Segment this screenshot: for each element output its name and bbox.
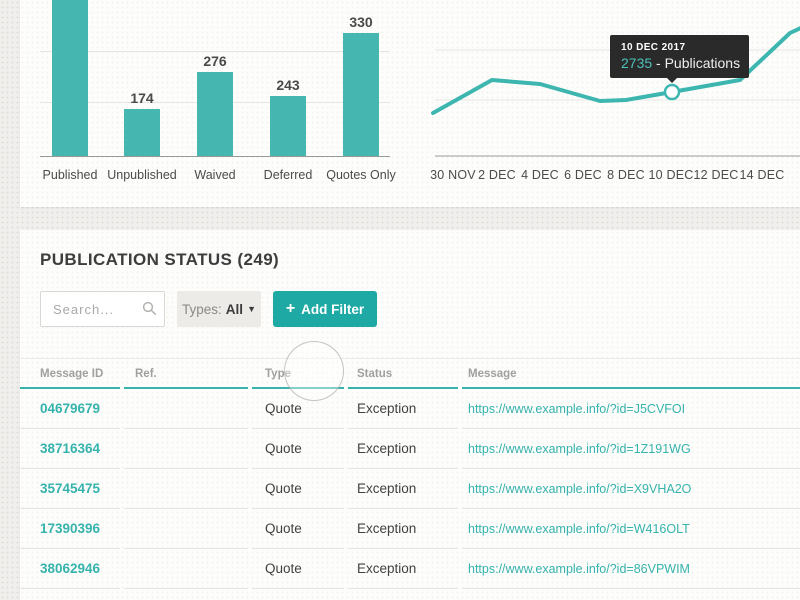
bar-category-label: Unpublished xyxy=(107,168,177,182)
bar-deferred[interactable] xyxy=(270,96,306,156)
tooltip-series-label: - Publications xyxy=(656,55,741,71)
bar-value-label: 330 xyxy=(349,14,373,30)
bar-category-label: Quotes Only xyxy=(326,168,396,182)
bar-unpublished[interactable] xyxy=(124,109,160,156)
add-filter-label: Add Filter xyxy=(301,301,365,317)
bar-value-label: 243 xyxy=(276,77,300,93)
message-id-link[interactable]: 35745475 xyxy=(40,481,101,496)
bar-value-label: 276 xyxy=(203,53,227,69)
types-filter-label: Types: xyxy=(182,301,222,317)
message-id-link[interactable]: 38716364 xyxy=(40,441,101,456)
message-cell: https://www.example.info/?id=86VPWIM xyxy=(462,549,800,589)
table-row: 38062946 Quote Exception https://www.exampl… xyxy=(20,549,800,589)
type-cell: Quote xyxy=(252,469,344,509)
x-tick-label: 10 DEC xyxy=(648,168,694,182)
table-row: 04679679 Quote Exception https://www.exampl… xyxy=(20,389,800,429)
message-cell: https://www.example.info/?id=X9VHA2O xyxy=(462,469,800,509)
status-cell: Exception xyxy=(348,469,458,509)
bar-category-label: Waived xyxy=(194,168,236,182)
chevron-down-icon: ▼ xyxy=(247,304,256,314)
bar-value-label: 174 xyxy=(130,90,154,106)
column-header-status: Status xyxy=(348,359,458,389)
message-id-link[interactable]: 38062946 xyxy=(40,561,101,576)
status-cell: Exception xyxy=(348,549,458,589)
x-tick-label: 4 DEC xyxy=(521,168,559,182)
publications-line[interactable] xyxy=(431,26,800,115)
ref-cell xyxy=(124,429,248,469)
table-row: 35745475 Quote Exception https://www.exampl… xyxy=(20,469,800,509)
plus-icon: + xyxy=(285,300,296,317)
ref-cell xyxy=(124,469,248,509)
status-cell: Exception xyxy=(348,509,458,549)
types-filter-dropdown[interactable]: Types: All ▼ xyxy=(177,291,261,327)
message-id-link[interactable]: 04679679 xyxy=(40,401,101,416)
table-row: 38716364 Quote Exception https://www.exampl… xyxy=(20,429,800,469)
type-cell: Quote xyxy=(252,389,344,429)
x-tick-label: 14 DEC xyxy=(739,168,785,182)
message-id-cell: 17390396 xyxy=(20,509,120,549)
message-id-link[interactable]: 17390396 xyxy=(40,521,101,536)
ref-cell xyxy=(124,389,248,429)
tooltip-value: 2735 xyxy=(621,55,653,71)
search-box[interactable] xyxy=(40,291,165,327)
table-header-row: Message ID Ref. Type Status Message xyxy=(20,358,800,389)
search-icon xyxy=(142,301,156,315)
ref-cell xyxy=(124,509,248,549)
message-id-cell: 38062946 xyxy=(20,549,120,589)
bar-gridline xyxy=(40,51,390,52)
bar-x-axis xyxy=(40,156,390,157)
x-tick-label: 12 DEC xyxy=(693,168,739,182)
type-cell: Quote xyxy=(252,429,344,469)
types-filter-value: All xyxy=(225,301,244,317)
message-id-cell: 38716364 xyxy=(20,429,120,469)
message-url-link[interactable]: https://www.example.info/?id=1Z191WG xyxy=(468,442,691,456)
message-id-cell: 04679679 xyxy=(20,389,120,429)
message-url-link[interactable]: https://www.example.info/?id=W416OLT xyxy=(468,522,690,536)
x-tick-label: 2 DEC xyxy=(478,168,516,182)
add-filter-button[interactable]: + Add Filter xyxy=(273,291,377,327)
x-tick-label: 8 DEC xyxy=(607,168,645,182)
message-cell: https://www.example.info/?id=1Z191WG xyxy=(462,429,800,469)
search-input[interactable] xyxy=(51,300,147,318)
chart-tooltip: 10 DEC 2017 2735 - Publications xyxy=(610,35,749,83)
bar-quotes-only[interactable] xyxy=(343,33,379,156)
x-tick-label: 30 NOV xyxy=(430,168,476,182)
type-cell: Quote xyxy=(252,509,344,549)
tooltip-value-line: 2735 - Publications xyxy=(621,54,749,72)
line-chart-svg xyxy=(431,26,800,157)
publication-status-table: Message ID Ref. Type Status Message 04679679… xyxy=(20,358,800,589)
column-header-message-id: Message ID xyxy=(20,359,120,389)
toolbar: Types: All ▼ + Add Filter xyxy=(40,291,377,401)
bar-waived[interactable] xyxy=(197,72,233,156)
status-cell: Exception xyxy=(348,429,458,469)
publication-status-panel: PUBLICATION STATUS (249) Types: All ▼ + … xyxy=(20,230,800,600)
x-tick-label: 6 DEC xyxy=(564,168,602,182)
tooltip-date: 10 DEC 2017 xyxy=(621,42,686,53)
message-cell: https://www.example.info/?id=W416OLT xyxy=(462,509,800,549)
bar-category-label: Published xyxy=(42,168,98,182)
section-title: PUBLICATION STATUS (249) xyxy=(40,250,280,269)
table-row: 17390396 Quote Exception https://www.exampl… xyxy=(20,509,800,549)
message-url-link[interactable]: https://www.example.info/?id=86VPWIM xyxy=(468,562,690,576)
message-url-link[interactable]: https://www.example.info/?id=X9VHA2O xyxy=(468,482,692,496)
charts-panel: 174 276 243 330 Published Unpublished Waived D… xyxy=(20,0,800,207)
column-header-ref: Ref. xyxy=(124,359,248,389)
status-cell: Exception xyxy=(348,389,458,429)
type-cell: Quote xyxy=(252,549,344,589)
message-cell: https://www.example.info/?id=J5CVFOI xyxy=(462,389,800,429)
message-id-cell: 35745475 xyxy=(20,469,120,509)
ref-cell xyxy=(124,549,248,589)
table-body: 04679679 Quote Exception https://www.exampl… xyxy=(20,389,800,589)
highlighted-point-marker[interactable] xyxy=(663,83,681,101)
message-url-link[interactable]: https://www.example.info/?id=J5CVFOI xyxy=(468,402,686,416)
column-header-message: Message xyxy=(462,359,800,389)
bar-published[interactable] xyxy=(52,0,88,156)
bar-category-label: Deferred xyxy=(263,168,313,182)
column-header-type: Type xyxy=(252,359,344,389)
